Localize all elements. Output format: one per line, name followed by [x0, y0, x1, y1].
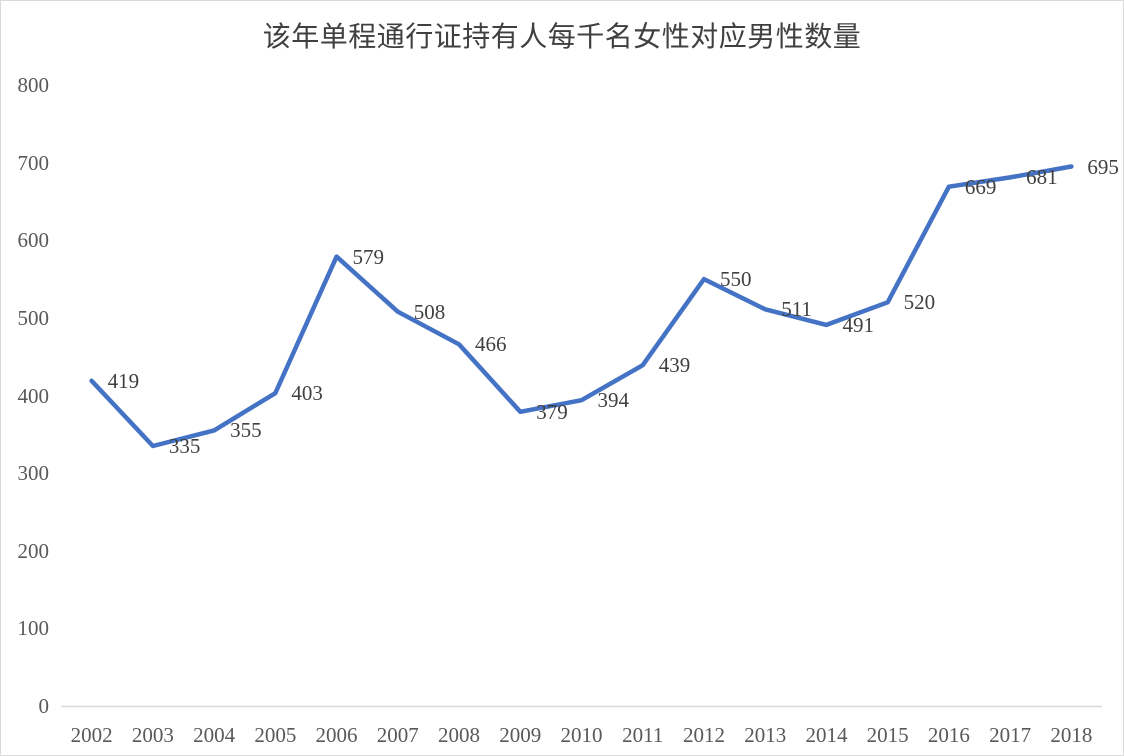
data-label: 403 [291, 381, 323, 406]
y-tick-label: 600 [17, 228, 50, 253]
y-tick-label: 800 [17, 73, 50, 97]
x-tick-label: 2002 [70, 723, 113, 747]
data-label: 550 [719, 267, 752, 292]
x-tick-label: 2013 [744, 723, 787, 747]
x-tick-label: 2015 [866, 723, 909, 747]
x-tick-label: 2005 [254, 723, 297, 747]
data-label: 520 [903, 290, 936, 315]
x-tick-label: 2011 [622, 723, 664, 747]
x-tick-label: 2012 [682, 723, 725, 747]
data-label: 508 [413, 299, 446, 324]
y-tick-label: 400 [17, 383, 50, 408]
x-tick-label: 2017 [989, 723, 1032, 747]
x-tick-label: 2010 [560, 723, 603, 747]
x-tick-label: 2018 [1050, 723, 1093, 747]
data-label: 466 [475, 332, 507, 357]
data-label: 695 [1087, 154, 1119, 179]
data-label: 579 [352, 244, 385, 269]
chart-title: 该年单程通行证持有人每千名女性对应男性数量 [262, 22, 862, 53]
data-label: 379 [536, 399, 568, 424]
series-line [89, 164, 1074, 449]
data-label: 681 [1026, 165, 1058, 190]
data-label: 491 [842, 312, 874, 337]
data-label: 419 [107, 368, 140, 393]
y-tick-label: 0 [38, 694, 50, 718]
data-label: 335 [168, 433, 201, 458]
x-tick-label: 2009 [499, 723, 542, 747]
x-tick-label: 2016 [927, 723, 970, 747]
x-tick-label: 2014 [805, 723, 848, 747]
data-label: 439 [658, 353, 691, 378]
y-tick-label: 300 [17, 461, 50, 486]
x-tick-label: 2008 [438, 723, 481, 747]
data-label: 355 [230, 418, 262, 443]
x-tick-label: 2007 [376, 723, 419, 747]
x-tick-label: 2004 [193, 723, 236, 747]
y-tick-label: 200 [17, 538, 50, 563]
y-tick-label: 100 [17, 616, 50, 641]
y-tick-label: 500 [17, 305, 50, 330]
data-label: 394 [597, 388, 630, 413]
y-tick-label: 700 [17, 150, 50, 175]
data-label: 511 [781, 297, 812, 322]
x-tick-label: 2003 [131, 723, 174, 747]
x-tick-label: 2006 [315, 723, 358, 747]
data-label: 669 [964, 174, 997, 199]
